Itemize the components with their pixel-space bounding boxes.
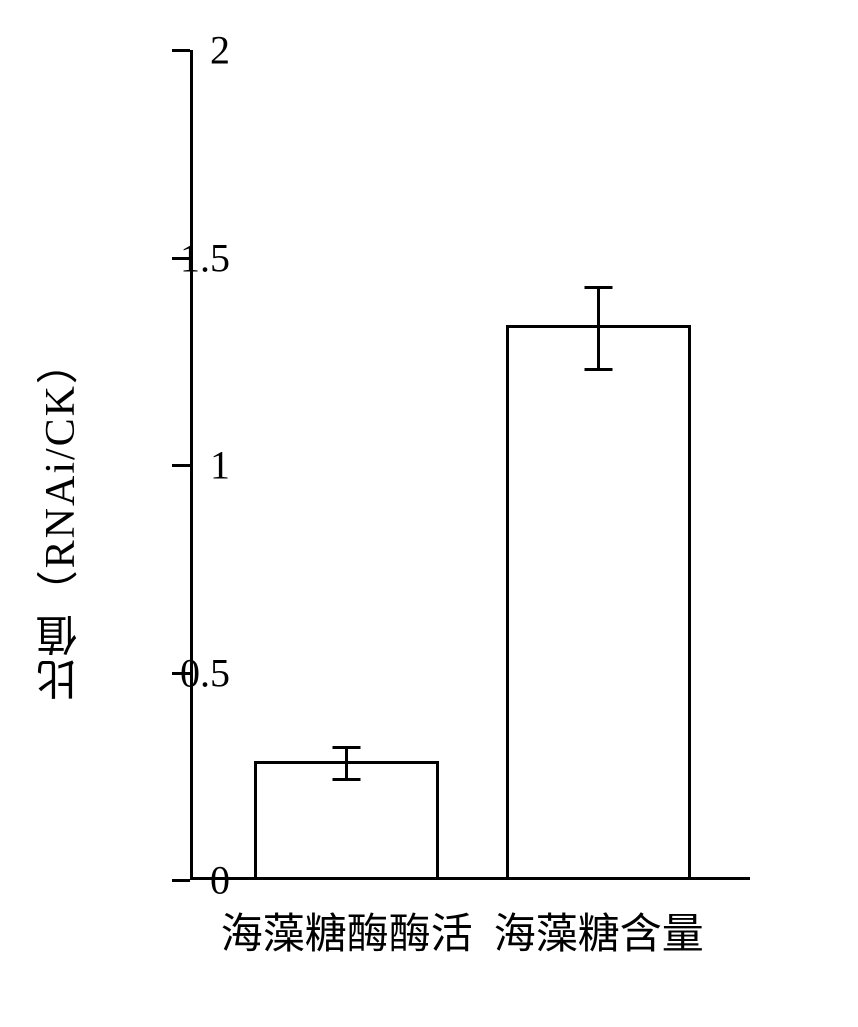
y-tick-label: 0.5	[150, 649, 230, 696]
error-bar	[597, 287, 600, 370]
error-bar-cap-bottom	[333, 778, 361, 781]
bar	[506, 325, 691, 877]
y-tick-label: 1.5	[150, 234, 230, 281]
bar-chart: 00.511.52 比值（RNAi/CK） 海藻糖酶酶活海藻糖含量	[60, 30, 820, 990]
error-bar-line	[345, 747, 348, 780]
error-bar-cap-bottom	[585, 368, 613, 371]
y-title-prefix: 比值	[38, 612, 84, 700]
error-bar-line	[597, 287, 600, 370]
y-title-close-paren: ）	[38, 340, 84, 384]
error-bar-cap-top	[585, 286, 613, 289]
x-tick-label: 海藻糖含量	[494, 900, 704, 961]
y-axis-title: 比值（RNAi/CK）	[30, 340, 91, 700]
error-bar-cap-top	[333, 746, 361, 749]
plot-area	[190, 50, 750, 880]
y-tick-label: 0	[150, 857, 230, 904]
y-title-latin: RNAi/CK	[38, 384, 84, 568]
error-bar	[345, 747, 348, 780]
y-title-open-paren: （	[38, 568, 84, 612]
x-axis-line	[190, 877, 750, 880]
x-tick-label: 海藻糖酶酶活	[221, 900, 473, 961]
y-tick-label: 2	[150, 27, 230, 74]
y-tick-label: 1	[150, 442, 230, 489]
